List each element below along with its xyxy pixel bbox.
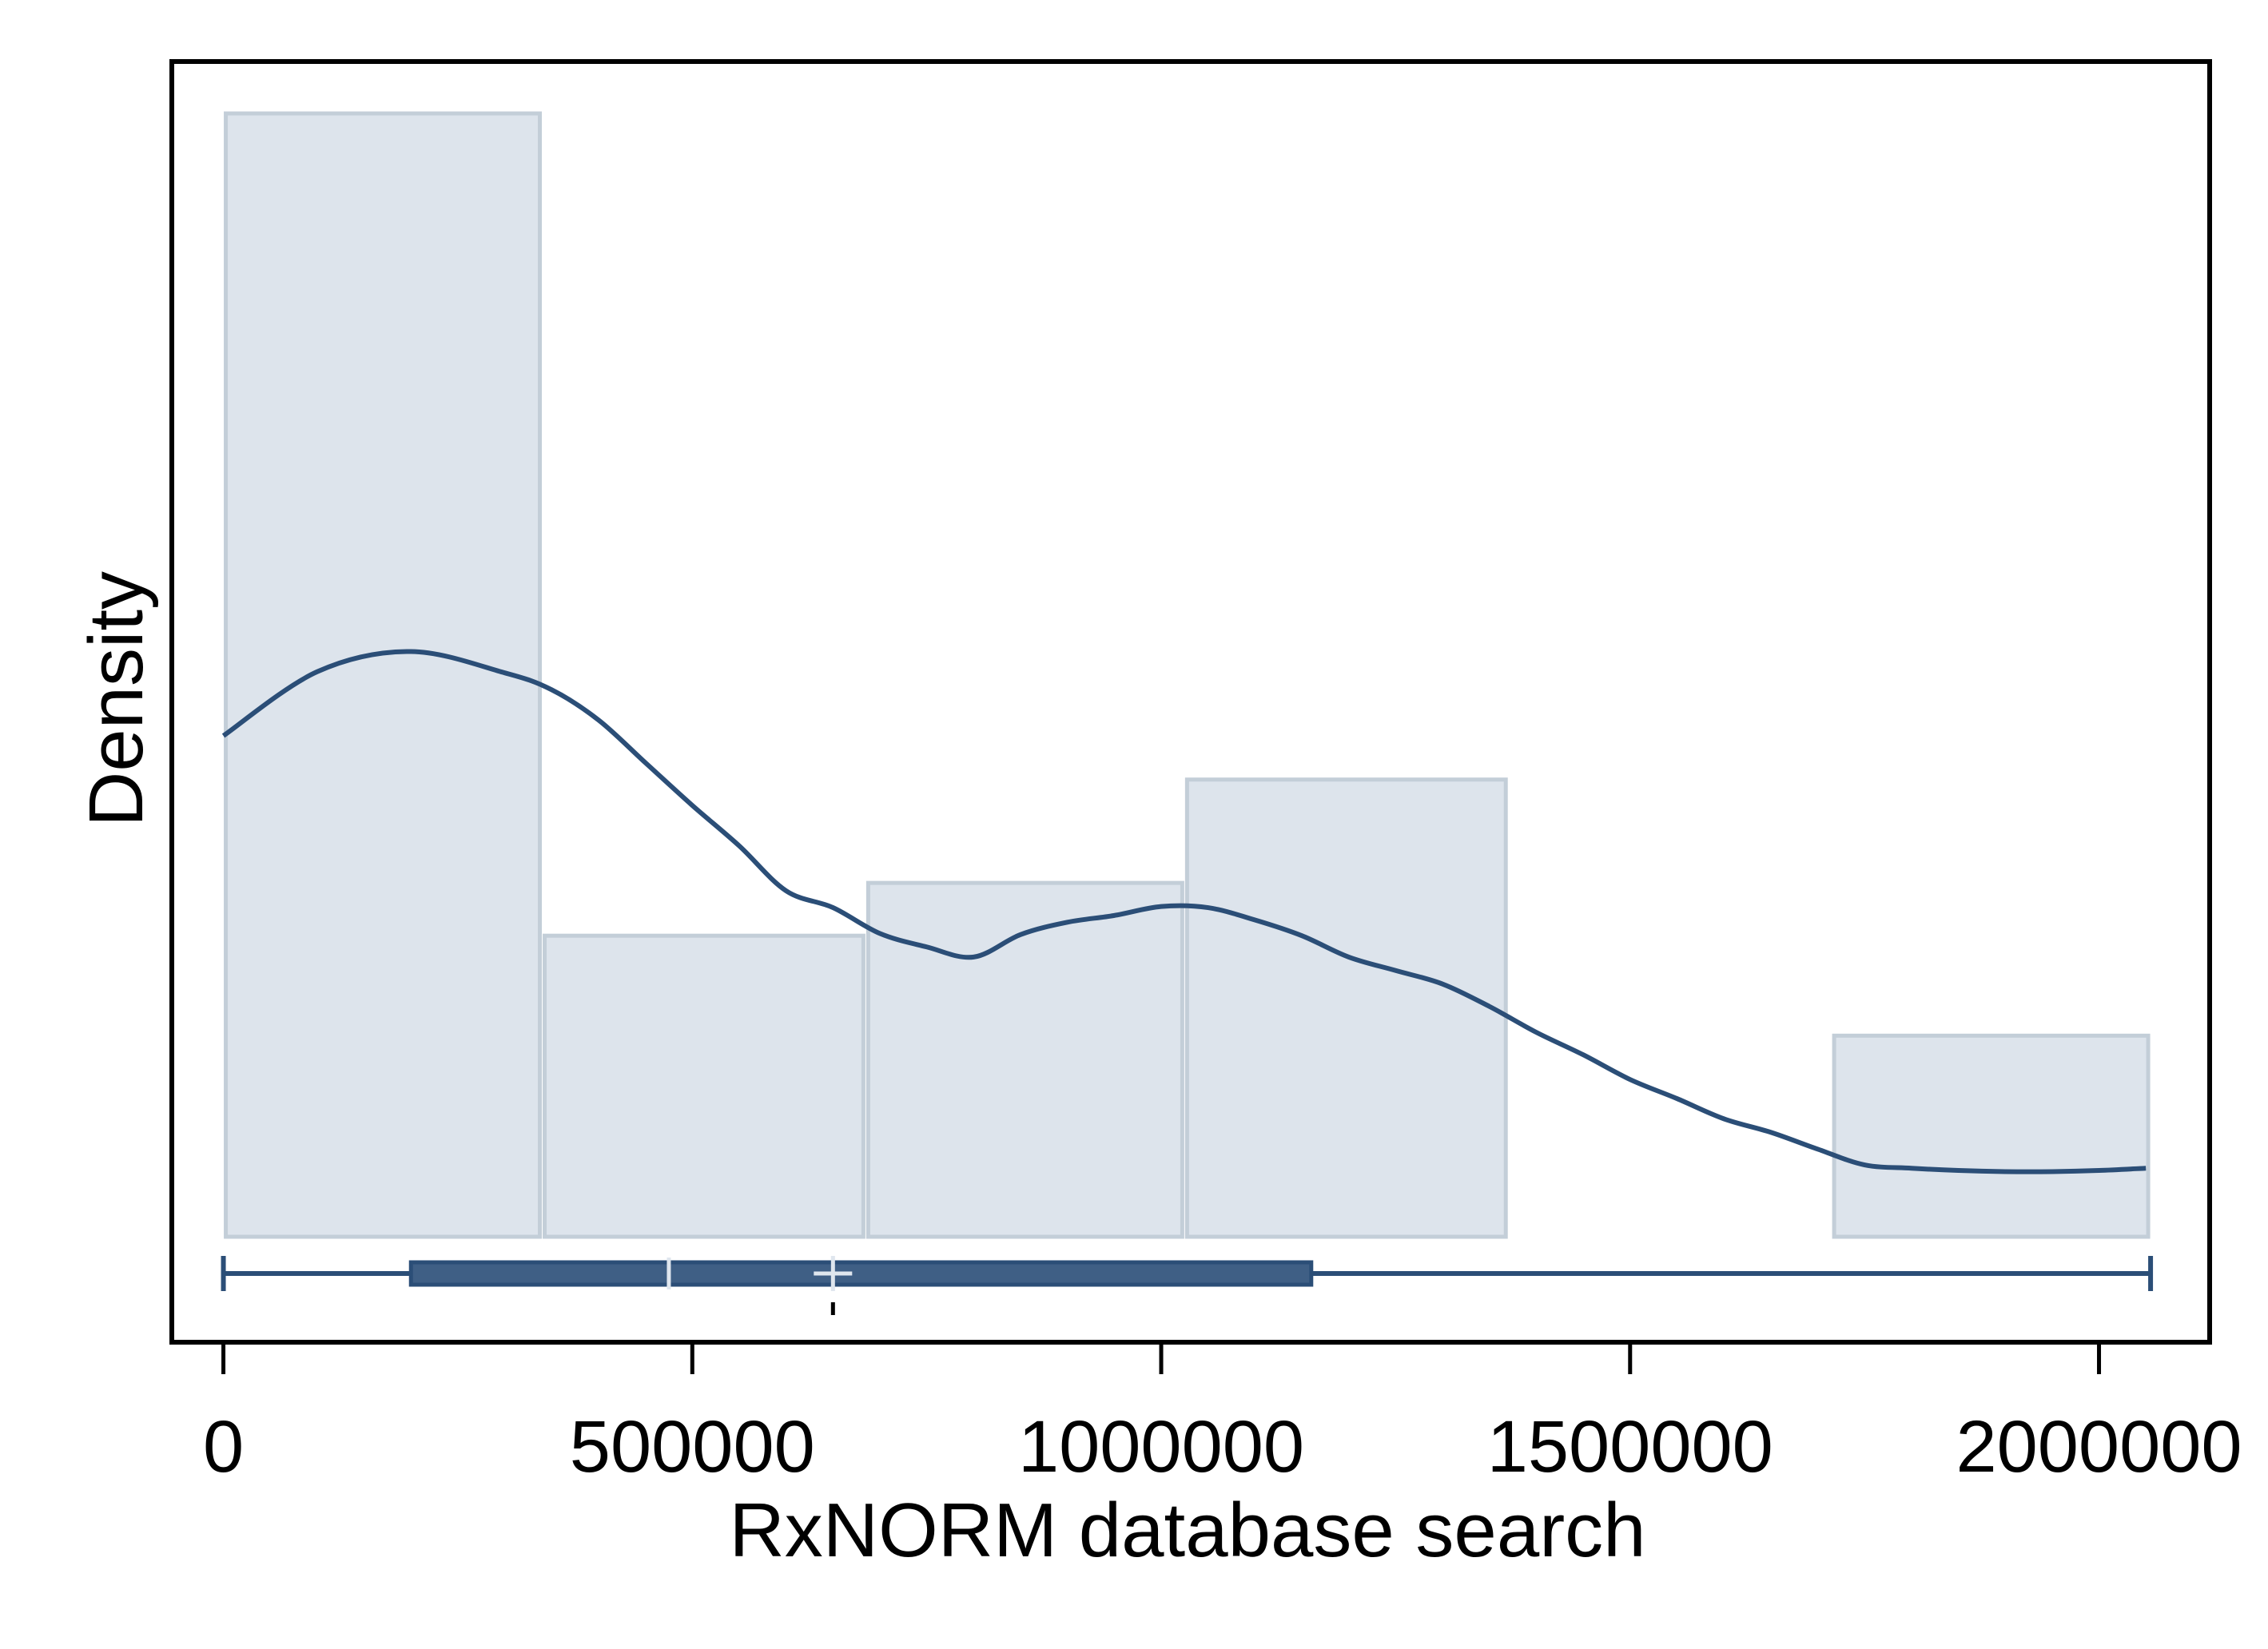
histogram-bar-1 [224,111,543,1239]
x-axis: 0 500000 1000000 1500000 2000000 [203,1342,2242,1488]
x-tick-label-2000000: 2000000 [1956,1406,2242,1488]
histogram-bar-2 [543,933,865,1239]
histogram-bar-6 [1832,1033,2151,1239]
x-tick-label-1500000: 1500000 [1487,1406,1773,1488]
plot-frame [169,59,2212,1345]
x-axis-title: RxNORM database search [729,1488,1645,1573]
histogram-bars [224,111,2151,1239]
histogram-bar-4 [1184,777,1508,1239]
density-curve [221,649,2147,1174]
x-tick-label-500000: 500000 [570,1406,815,1488]
x-tick-label-0: 0 [203,1406,244,1488]
histogram-bar-3 [865,880,1184,1239]
boxplot-box [408,1260,1314,1287]
y-axis-title: Density [74,571,159,827]
boxplot [221,1256,2154,1315]
density-curve-layer [221,649,2147,1174]
x-tick-label-1000000: 1000000 [1018,1406,1304,1488]
